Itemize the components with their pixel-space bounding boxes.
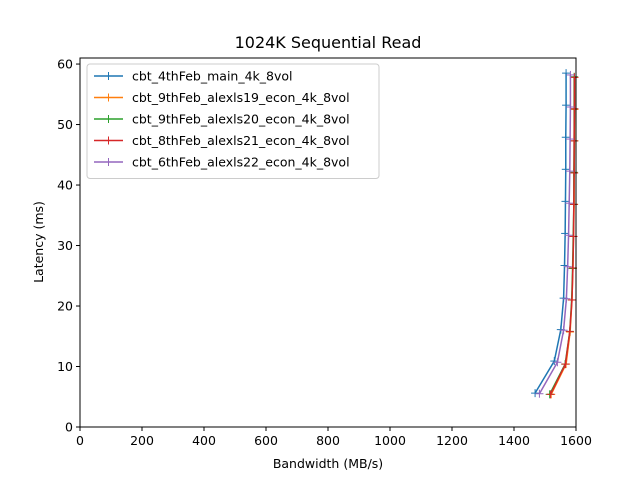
data-point <box>559 326 568 335</box>
legend-label: cbt_6thFeb_alexls22_econ_4k_8vol <box>132 155 350 170</box>
legend-item: cbt_9thFeb_alexls20_econ_4k_8vol <box>94 112 350 127</box>
x-tick-label: 1400 <box>498 433 530 448</box>
series-4 <box>546 73 579 399</box>
legend-label: cbt_9thFeb_alexls19_econ_4k_8vol <box>132 90 350 105</box>
data-point <box>531 389 540 398</box>
y-tick-label: 30 <box>57 238 73 253</box>
data-point <box>565 327 574 336</box>
y-tick-label: 40 <box>57 178 73 193</box>
data-point <box>566 102 575 111</box>
data-point <box>562 69 571 78</box>
data-point <box>562 101 571 110</box>
legend-label: cbt_4thFeb_main_4k_8vol <box>132 69 293 84</box>
data-point <box>566 135 575 144</box>
x-axis-ticks: 0 200 400 600 800 1000 1200 1400 1600 <box>76 427 592 448</box>
y-axis-ticks: 0 10 20 30 40 50 60 <box>57 57 80 435</box>
data-point <box>561 133 570 142</box>
data-point <box>570 168 579 177</box>
data-point <box>561 360 570 369</box>
data-point <box>561 197 570 206</box>
legend-label: cbt_9thFeb_alexls20_econ_4k_8vol <box>132 112 350 127</box>
legend-box <box>86 63 380 179</box>
data-point <box>564 231 573 240</box>
y-tick-label: 60 <box>57 57 73 72</box>
y-tick-label: 50 <box>57 117 73 132</box>
plot-series-group <box>531 69 579 399</box>
legend-item: cbt_8thFeb_alexls21_econ_4k_8vol <box>94 133 350 148</box>
legend: cbt_4thFeb_main_4k_8vol cbt_9thFeb_alexls… <box>86 63 380 179</box>
x-tick-label: 800 <box>316 433 340 448</box>
data-point <box>562 294 571 303</box>
axes-frame <box>79 57 577 428</box>
x-tick-label: 0 <box>76 433 84 448</box>
data-point <box>570 73 579 82</box>
legend-item: cbt_4thFeb_main_4k_8vol <box>94 69 293 84</box>
x-tick-label: 1000 <box>374 433 406 448</box>
data-point <box>570 104 579 113</box>
data-point <box>563 262 572 271</box>
data-point <box>546 390 555 399</box>
x-tick-label: 600 <box>254 433 278 448</box>
y-tick-label: 20 <box>57 299 73 314</box>
data-point <box>535 389 544 398</box>
legend-item: cbt_9thFeb_alexls19_econ_4k_8vol <box>94 90 350 105</box>
y-axis-label: Latency (ms) <box>31 201 46 283</box>
x-tick-label: 200 <box>130 433 154 448</box>
data-point <box>553 358 562 367</box>
data-point <box>570 136 579 145</box>
y-tick-label: 10 <box>57 359 73 374</box>
legend-label: cbt_8thFeb_alexls21_econ_4k_8vol <box>132 133 350 148</box>
chart-title: 1024K Sequential Read <box>235 33 422 52</box>
data-point <box>566 70 575 79</box>
legend-item: cbt_6thFeb_alexls22_econ_4k_8vol <box>94 155 350 170</box>
x-tick-label: 400 <box>192 433 216 448</box>
data-point <box>565 167 574 176</box>
x-tick-label: 1600 <box>560 433 592 448</box>
y-tick-label: 0 <box>65 420 73 435</box>
data-point <box>567 295 576 304</box>
series-5 <box>535 70 575 398</box>
data-point <box>561 229 570 238</box>
data-point <box>565 199 574 208</box>
data-point <box>561 165 570 174</box>
x-tick-label: 1200 <box>436 433 468 448</box>
x-axis-label: Bandwidth (MB/s) <box>273 456 383 471</box>
